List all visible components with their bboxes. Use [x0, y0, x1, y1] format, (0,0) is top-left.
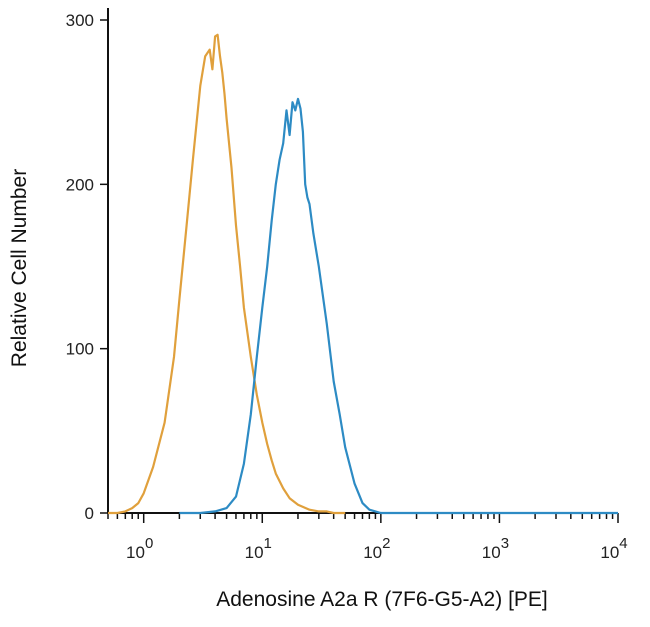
series-group — [108, 33, 618, 515]
y-axis-title: Relative Cell Number — [8, 169, 31, 367]
x-tick-exponent: 2 — [382, 535, 390, 552]
x-tick-base: 10 — [363, 543, 382, 562]
x-tick-base: 10 — [126, 543, 145, 562]
x-tick-exponent: 4 — [619, 535, 627, 552]
x-ticks: 100 101 102 103 104 — [107, 513, 628, 562]
y-tick-label: 200 — [66, 175, 94, 194]
x-tick-label: 104 — [600, 535, 627, 562]
x-tick-label: 103 — [482, 535, 509, 562]
axes — [107, 8, 618, 514]
x-tick-label: 102 — [363, 535, 390, 562]
y-tick-label: 100 — [66, 340, 94, 359]
x-tick-base: 10 — [245, 543, 264, 562]
y-tick-label: 300 — [66, 11, 94, 30]
y-ticks: 0 100 200 300 — [66, 11, 108, 523]
x-tick-label: 101 — [245, 535, 272, 562]
x-tick-exponent: 0 — [145, 535, 153, 552]
series-line-2 — [179, 97, 618, 515]
x-tick-base: 10 — [600, 543, 619, 562]
x-tick-exponent: 3 — [501, 535, 509, 552]
x-tick-exponent: 1 — [264, 535, 272, 552]
series-line-1 — [108, 33, 346, 515]
x-axis-title: Adenosine A2a R (7F6-G5-A2) [PE] — [216, 588, 548, 611]
x-tick-label: 100 — [126, 535, 153, 562]
y-tick-label: 0 — [85, 504, 94, 523]
x-tick-base: 10 — [482, 543, 501, 562]
